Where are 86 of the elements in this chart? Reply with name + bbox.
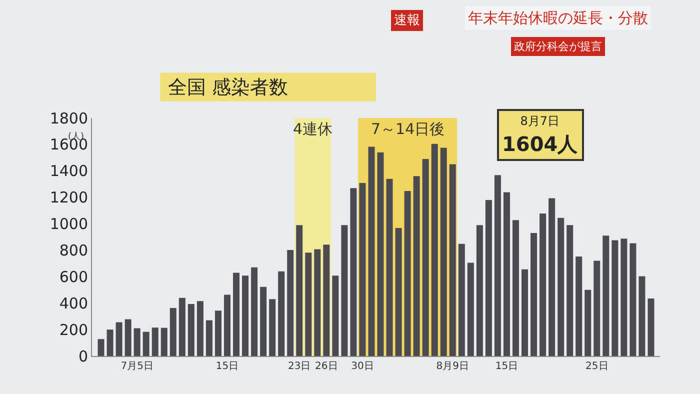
bar (503, 192, 510, 356)
x-tick-label: 8月9日 (436, 361, 469, 372)
bar (323, 244, 330, 356)
x-tick-label: 7月5日 (120, 361, 154, 372)
bar (602, 236, 610, 356)
bar (142, 332, 150, 356)
bar (530, 233, 538, 356)
bar (612, 240, 618, 356)
bar (413, 176, 420, 356)
bar (422, 158, 429, 356)
bar (620, 238, 628, 356)
bar (341, 225, 348, 356)
y-tick-label: 800 (59, 241, 88, 260)
y-tick-label: 1800 (50, 109, 88, 128)
bar (494, 175, 501, 356)
bar (368, 146, 375, 356)
bar (548, 198, 556, 356)
bar (359, 183, 366, 356)
bar (278, 271, 285, 356)
bar (558, 218, 564, 356)
chart-title: 全国 感染者数 (168, 76, 288, 98)
bar (251, 267, 258, 356)
bar (287, 250, 294, 356)
bar (584, 290, 592, 356)
bar (170, 308, 176, 356)
x-tick-label: 15日 (495, 361, 518, 372)
x-tick-label: 25日 (586, 361, 608, 372)
bar (594, 260, 600, 356)
bar (540, 213, 546, 356)
bar (476, 225, 483, 356)
x-tick-label: 15日 (216, 361, 239, 372)
bar (449, 164, 456, 356)
x-tick-label: 30日 (351, 361, 374, 372)
bar (512, 220, 519, 356)
bar (350, 188, 357, 356)
bar (98, 339, 104, 356)
bar (566, 225, 574, 356)
y-tick-label: 400 (59, 294, 88, 312)
bar (224, 294, 230, 356)
x-tick-label: 23日 (288, 361, 311, 372)
text: 政府分科会が提言 (514, 40, 602, 53)
bar (134, 328, 140, 356)
bar (214, 310, 222, 356)
text: 速報 (394, 13, 420, 28)
bar (458, 244, 465, 356)
bar (305, 252, 312, 356)
text: 年末年始休暇の延長・分散 (468, 9, 648, 27)
y-tick-label: 1000 (50, 215, 88, 234)
bar (648, 298, 654, 356)
bar (188, 304, 194, 356)
x-tick-label: 26日 (315, 361, 338, 372)
y-tick-label: 1200 (50, 188, 88, 207)
bar (296, 225, 303, 356)
bar (160, 328, 168, 356)
band-label: 7～14日後 (371, 120, 445, 138)
bar (152, 328, 158, 356)
bar (233, 272, 240, 356)
y-tick-label: 0 (78, 347, 88, 366)
bar (395, 228, 402, 356)
bar (576, 256, 582, 356)
bar (377, 152, 384, 356)
bar (242, 276, 249, 356)
bar (332, 276, 339, 356)
y-tick-label: 200 (59, 320, 88, 339)
bar (124, 319, 132, 356)
y-tick-label: 1400 (50, 162, 88, 180)
band-label: 4連休 (293, 120, 333, 138)
bar (522, 269, 528, 356)
bar (116, 322, 122, 356)
bar (467, 262, 474, 356)
bar (485, 200, 492, 356)
bar (404, 190, 411, 356)
bar (178, 298, 186, 356)
bar (630, 243, 636, 356)
bar (431, 144, 438, 356)
bar (106, 330, 114, 356)
bar (638, 276, 646, 356)
bar (269, 299, 276, 356)
bar (260, 286, 267, 356)
bar (440, 148, 447, 356)
bar (206, 320, 212, 356)
bar (314, 249, 321, 356)
bar (196, 301, 204, 356)
annotation: 8月7日 1604人 (502, 114, 579, 156)
bar (386, 178, 393, 356)
y-tick-label: 600 (59, 268, 88, 286)
